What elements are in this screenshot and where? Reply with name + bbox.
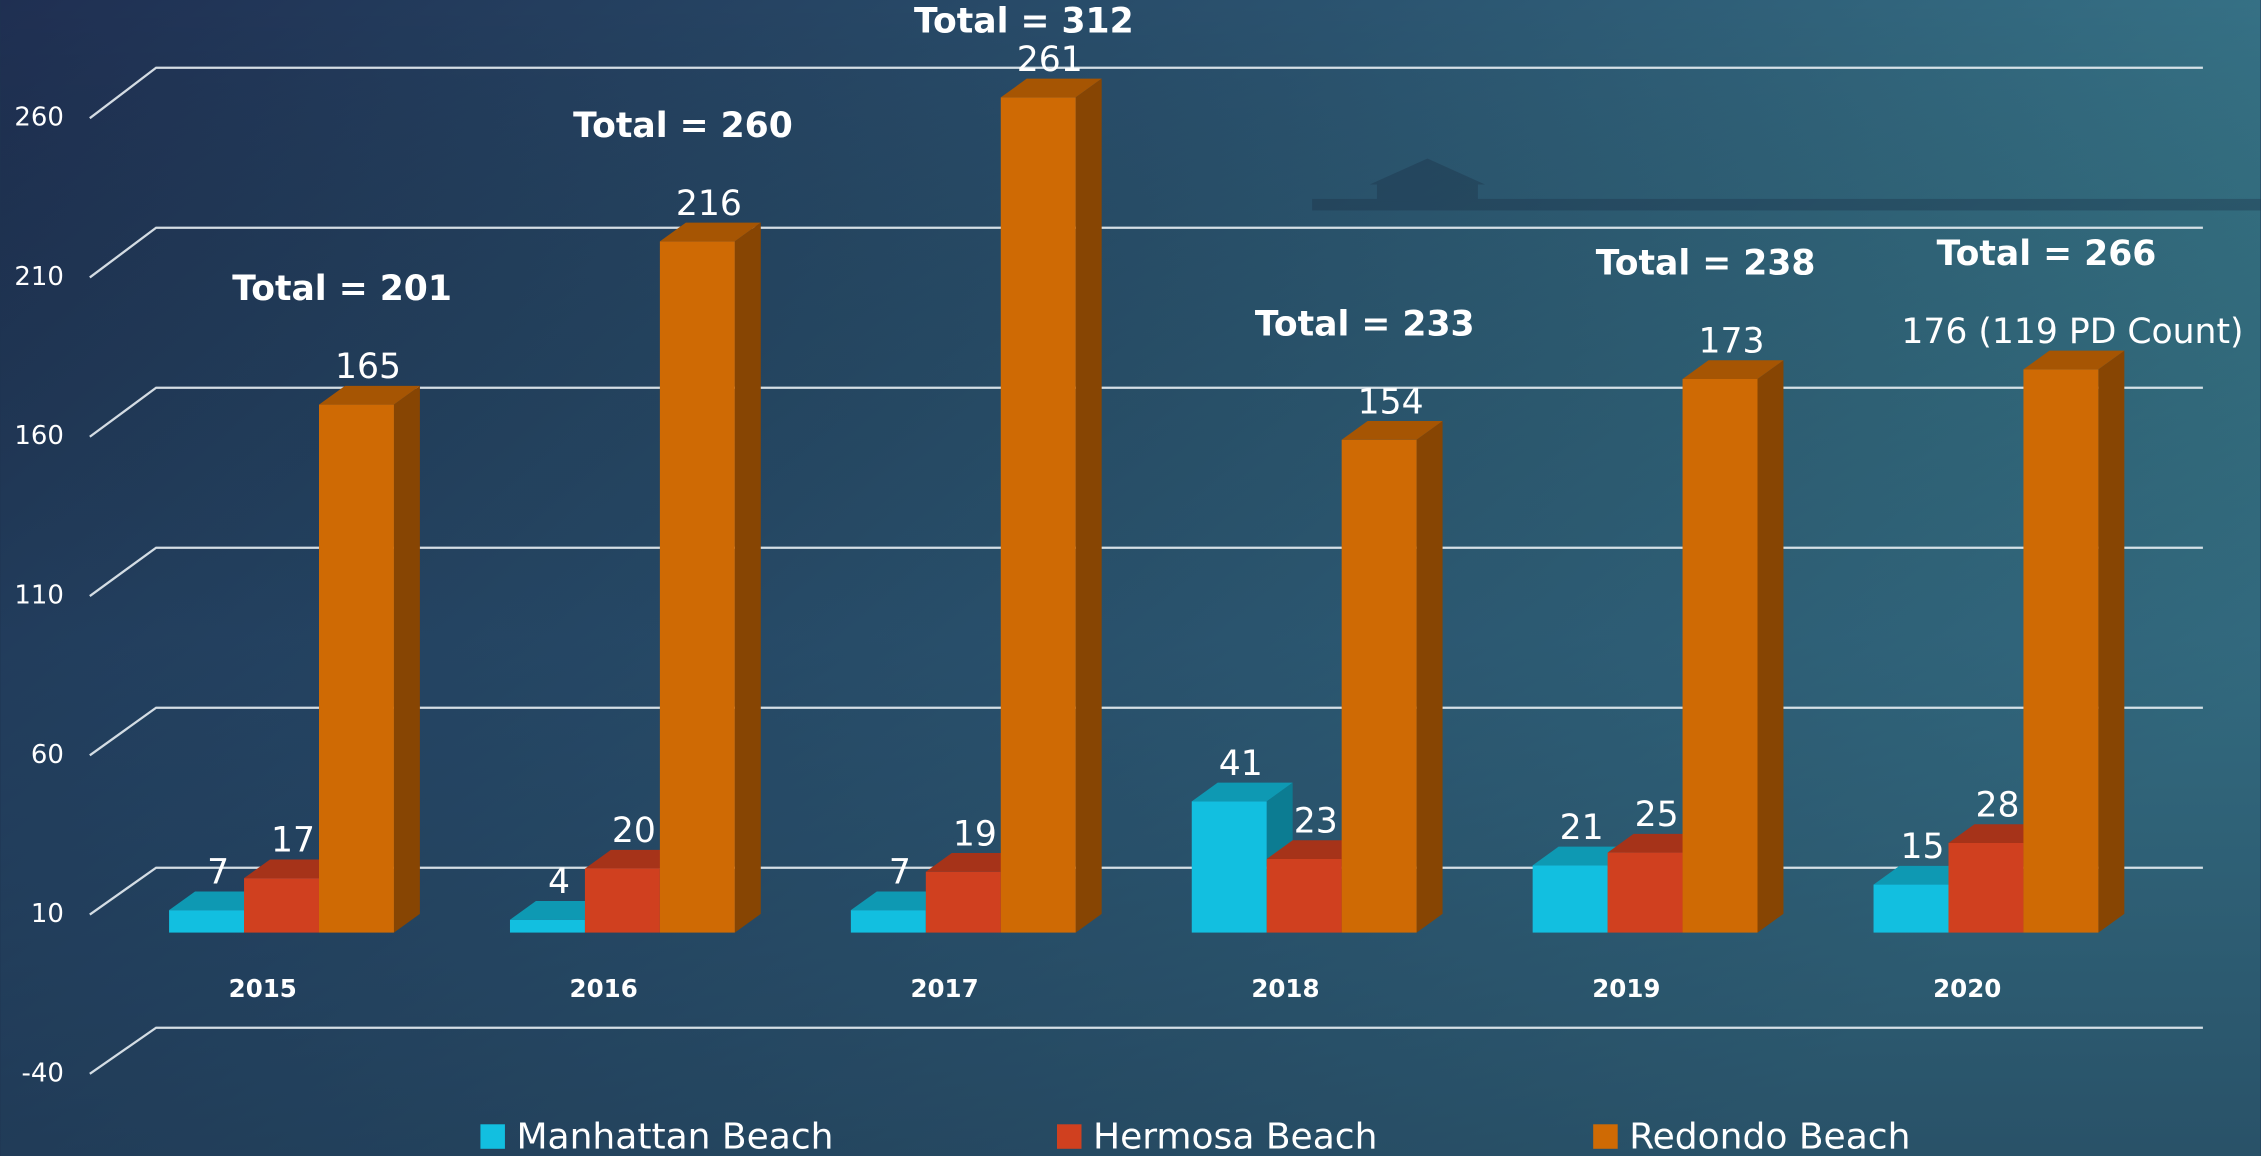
legend-swatch	[1057, 1124, 1082, 1149]
y-tick-label: 60	[31, 740, 64, 770]
bar-side	[1417, 421, 1443, 933]
bar-front	[1001, 97, 1076, 932]
bar	[1683, 360, 1784, 932]
total-annotation: Total = 260	[573, 106, 793, 146]
value-label: 7	[889, 853, 911, 893]
bar-front	[660, 241, 735, 932]
y-tick-label: 110	[14, 581, 64, 611]
bar	[660, 223, 761, 933]
bar	[319, 386, 420, 933]
legend-swatch	[1593, 1124, 1618, 1149]
bar-front	[1192, 801, 1267, 932]
value-label: 216	[676, 184, 742, 224]
bar-side	[735, 223, 761, 933]
value-label: 154	[1358, 382, 1424, 422]
x-tick-label: 2015	[229, 974, 297, 1003]
x-tick-label: 2016	[570, 974, 638, 1003]
total-annotation: Total = 238	[1596, 244, 1816, 284]
legend-label: Hermosa Beach	[1093, 1117, 1377, 1156]
x-tick-label: 2017	[910, 974, 978, 1003]
legend-swatch	[480, 1124, 505, 1149]
bar-front	[1533, 865, 1608, 932]
bar-side	[2098, 351, 2124, 933]
bar-front	[319, 405, 394, 933]
value-label: 20	[612, 811, 656, 851]
value-label: 41	[1219, 744, 1263, 784]
value-label: 15	[1901, 827, 1945, 867]
value-label: 176 (119 PD Count)	[1901, 312, 2243, 352]
bar-front	[2023, 369, 2098, 932]
legend-label: Manhattan Beach	[516, 1117, 833, 1156]
bar-side	[394, 386, 420, 933]
x-tick-label: 2020	[1933, 974, 2001, 1003]
bar-front	[1874, 885, 1949, 933]
bar-front	[926, 872, 1001, 933]
total-annotation: Total = 266	[1937, 234, 2157, 274]
y-tick-label: 10	[31, 899, 64, 929]
bar	[2023, 351, 2124, 933]
bar-front	[1608, 853, 1683, 933]
bar-front	[1683, 379, 1758, 933]
value-label: 173	[1699, 321, 1765, 361]
value-label: 4	[548, 862, 570, 902]
y-tick-label: 210	[14, 262, 64, 292]
y-tick-label: 160	[14, 421, 64, 451]
x-tick-label: 2018	[1251, 974, 1319, 1003]
bar	[1342, 421, 1443, 933]
value-label: 19	[953, 814, 997, 854]
total-annotation: Total = 233	[1255, 304, 1475, 344]
bar-side	[1076, 79, 1102, 933]
value-label: 165	[335, 347, 401, 387]
bar	[1001, 79, 1102, 933]
bar-front	[851, 910, 926, 932]
value-label: 25	[1635, 795, 1679, 835]
bar-front	[244, 878, 319, 932]
value-label: 21	[1560, 808, 1604, 848]
y-tick-label: -40	[21, 1058, 63, 1088]
bar-front	[1267, 859, 1342, 933]
y-tick-label: 260	[14, 103, 64, 133]
value-label: 261	[1017, 40, 1083, 80]
total-annotation: Total = 201	[232, 269, 452, 309]
chart: -4010601101602102602015717165Total = 201…	[0, 0, 2261, 1156]
bar-front	[585, 869, 660, 933]
value-label: 7	[207, 853, 229, 893]
bar-front	[1342, 440, 1417, 933]
page: {"chart_data": {"type": "bar", "categori…	[0, 0, 2261, 1156]
value-label: 17	[271, 821, 315, 861]
total-annotation: Total = 312	[914, 2, 1134, 42]
bar-front	[510, 920, 585, 933]
x-tick-label: 2019	[1592, 974, 1660, 1003]
bar-front	[1948, 843, 2023, 933]
bar-side	[1758, 360, 1784, 932]
bar-front	[169, 910, 244, 932]
value-label: 23	[1294, 801, 1338, 841]
value-label: 28	[1976, 785, 2020, 825]
legend-label: Redondo Beach	[1629, 1117, 1910, 1156]
